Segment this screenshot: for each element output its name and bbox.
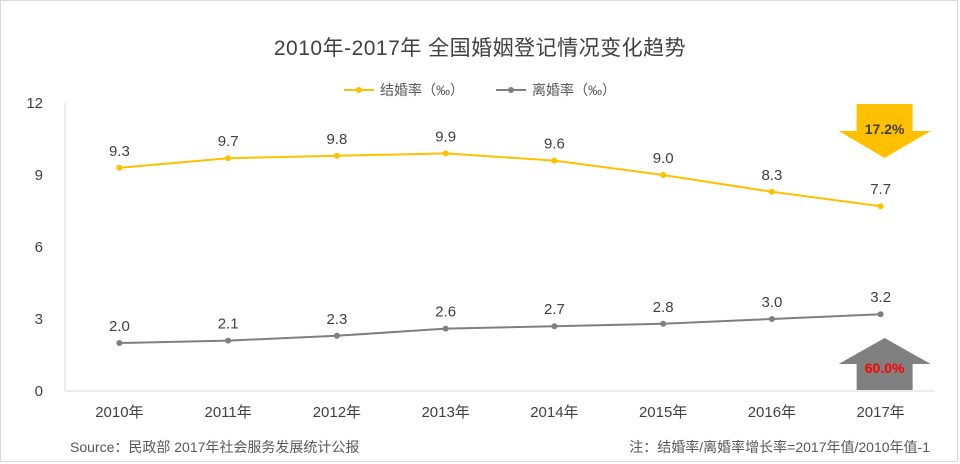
legend-item-divorce: 离婚率（‰） <box>496 80 616 100</box>
data-label: 9.0 <box>653 150 674 167</box>
legend-swatch-marriage <box>344 85 374 95</box>
x-tick-label: 2017年 <box>856 404 904 421</box>
data-label: 8.3 <box>761 167 782 184</box>
chart-title: 2010年-2017年 全国婚姻登记情况变化趋势 <box>273 37 687 60</box>
data-label: 9.7 <box>218 133 239 150</box>
legend-item-marriage: 结婚率（‰） <box>344 80 464 100</box>
y-tick-label: 9 <box>35 167 43 184</box>
data-point <box>768 188 775 195</box>
data-label: 2.0 <box>109 318 130 335</box>
x-tick-label: 2010年 <box>95 404 143 421</box>
data-point <box>225 337 232 344</box>
legend-label-marriage: 结婚率（‰） <box>380 82 464 98</box>
data-point <box>660 172 667 178</box>
data-label: 2.7 <box>544 301 565 318</box>
data-label: 2.3 <box>326 311 347 328</box>
data-label: 3.2 <box>870 289 891 306</box>
series-line-1 <box>119 313 881 344</box>
data-point <box>551 157 558 164</box>
formula-note: 注：结婚率/离婚率增长率=2017年值/2010年值-1 <box>629 439 930 455</box>
data-label: 2.8 <box>653 299 674 316</box>
data-point <box>442 150 449 157</box>
data-point <box>333 332 340 339</box>
y-tick-label: 6 <box>35 239 43 256</box>
data-point <box>333 152 340 159</box>
y-tick-label: 3 <box>35 311 43 328</box>
data-point <box>116 340 123 346</box>
source-note: Source：民政部 2017年社会服务发展统计公报 <box>70 439 360 455</box>
y-tick-label: 0 <box>35 383 43 400</box>
data-point <box>768 316 775 322</box>
data-point <box>225 155 232 162</box>
data-label: 3.0 <box>761 294 782 311</box>
data-point <box>442 325 449 332</box>
legend-swatch-divorce <box>496 85 526 95</box>
data-label: 9.3 <box>109 143 130 160</box>
x-tick-label: 2011年 <box>204 404 251 421</box>
legend-label-divorce: 离婚率（‰） <box>532 82 616 98</box>
data-label: 9.8 <box>326 131 347 148</box>
x-tick-label: 2013年 <box>421 404 469 421</box>
chart-legend: 结婚率（‰） 离婚率（‰） <box>0 80 960 100</box>
data-label: 7.7 <box>870 181 891 198</box>
x-tick-label: 2012年 <box>313 404 361 421</box>
data-point <box>660 320 667 327</box>
data-point <box>877 311 884 318</box>
data-point <box>551 323 558 330</box>
down-arrow-icon <box>838 104 931 158</box>
series-line-0 <box>119 152 881 208</box>
data-label: 9.9 <box>435 128 456 145</box>
x-tick-label: 2016年 <box>748 404 796 421</box>
x-tick-label: 2014年 <box>530 404 578 421</box>
data-point <box>877 203 884 210</box>
up-arrow-icon <box>838 338 931 390</box>
data-point <box>116 164 123 171</box>
data-label: 9.6 <box>544 136 565 153</box>
data-label: 2.6 <box>435 304 456 321</box>
increase-annotation: 60.0% <box>865 360 905 376</box>
x-tick-label: 2015年 <box>639 404 687 421</box>
decrease-annotation: 17.2% <box>865 121 905 137</box>
y-tick-label: 12 <box>26 95 43 112</box>
data-label: 2.1 <box>218 316 239 333</box>
